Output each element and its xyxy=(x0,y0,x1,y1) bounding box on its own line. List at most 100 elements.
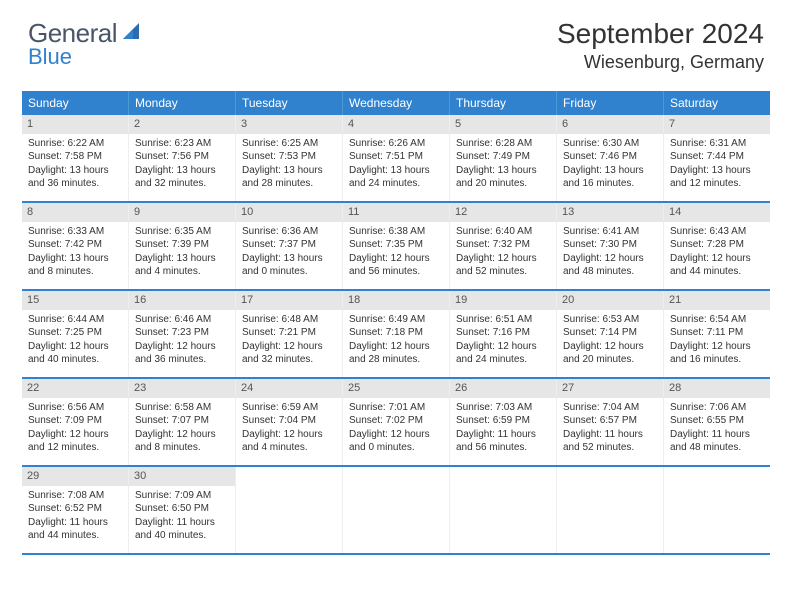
sunrise-text: Sunrise: 6:54 AM xyxy=(670,313,764,327)
daylight-text: Daylight: 11 hours and 40 minutes. xyxy=(135,516,229,543)
calendar-day-cell: 18Sunrise: 6:49 AMSunset: 7:18 PMDayligh… xyxy=(343,291,450,377)
sunset-text: Sunset: 7:18 PM xyxy=(349,326,443,340)
calendar-day-cell: 5Sunrise: 6:28 AMSunset: 7:49 PMDaylight… xyxy=(450,115,557,201)
sunset-text: Sunset: 7:04 PM xyxy=(242,414,336,428)
day-number: 7 xyxy=(664,115,770,134)
day-number: 28 xyxy=(664,379,770,398)
day-number: 10 xyxy=(236,203,342,222)
calendar-body: 1Sunrise: 6:22 AMSunset: 7:58 PMDaylight… xyxy=(22,115,770,555)
sunset-text: Sunset: 7:46 PM xyxy=(563,150,657,164)
calendar-day-cell: 14Sunrise: 6:43 AMSunset: 7:28 PMDayligh… xyxy=(664,203,770,289)
daylight-text: Daylight: 12 hours and 28 minutes. xyxy=(349,340,443,367)
sunset-text: Sunset: 7:35 PM xyxy=(349,238,443,252)
sunrise-text: Sunrise: 6:56 AM xyxy=(28,401,122,415)
calendar-day-cell: 6Sunrise: 6:30 AMSunset: 7:46 PMDaylight… xyxy=(557,115,664,201)
sunset-text: Sunset: 7:21 PM xyxy=(242,326,336,340)
location: Wiesenburg, Germany xyxy=(557,52,764,73)
daylight-text: Daylight: 11 hours and 44 minutes. xyxy=(28,516,122,543)
sunset-text: Sunset: 7:28 PM xyxy=(670,238,764,252)
calendar-week-row: 8Sunrise: 6:33 AMSunset: 7:42 PMDaylight… xyxy=(22,203,770,291)
sunrise-text: Sunrise: 7:04 AM xyxy=(563,401,657,415)
sunrise-text: Sunrise: 7:03 AM xyxy=(456,401,550,415)
sunset-text: Sunset: 7:42 PM xyxy=(28,238,122,252)
sunset-text: Sunset: 6:57 PM xyxy=(563,414,657,428)
day-number: 1 xyxy=(22,115,128,134)
daylight-text: Daylight: 12 hours and 48 minutes. xyxy=(563,252,657,279)
day-number: 16 xyxy=(129,291,235,310)
sunset-text: Sunset: 7:39 PM xyxy=(135,238,229,252)
daylight-text: Daylight: 11 hours and 56 minutes. xyxy=(456,428,550,455)
sunrise-text: Sunrise: 6:22 AM xyxy=(28,137,122,151)
day-number: 17 xyxy=(236,291,342,310)
sunset-text: Sunset: 7:30 PM xyxy=(563,238,657,252)
sunrise-text: Sunrise: 6:23 AM xyxy=(135,137,229,151)
sunset-text: Sunset: 7:11 PM xyxy=(670,326,764,340)
daylight-text: Daylight: 12 hours and 32 minutes. xyxy=(242,340,336,367)
sunset-text: Sunset: 7:25 PM xyxy=(28,326,122,340)
calendar-day-cell: 10Sunrise: 6:36 AMSunset: 7:37 PMDayligh… xyxy=(236,203,343,289)
weekday-header: Tuesday xyxy=(236,91,343,115)
day-number: 23 xyxy=(129,379,235,398)
day-number: 19 xyxy=(450,291,556,310)
sunset-text: Sunset: 7:16 PM xyxy=(456,326,550,340)
daylight-text: Daylight: 11 hours and 48 minutes. xyxy=(670,428,764,455)
calendar-day-cell: 24Sunrise: 6:59 AMSunset: 7:04 PMDayligh… xyxy=(236,379,343,465)
weekday-header: Friday xyxy=(557,91,664,115)
calendar-day-cell: 9Sunrise: 6:35 AMSunset: 7:39 PMDaylight… xyxy=(129,203,236,289)
daylight-text: Daylight: 12 hours and 0 minutes. xyxy=(349,428,443,455)
daylight-text: Daylight: 13 hours and 28 minutes. xyxy=(242,164,336,191)
calendar-day-cell: 27Sunrise: 7:04 AMSunset: 6:57 PMDayligh… xyxy=(557,379,664,465)
day-number: 25 xyxy=(343,379,449,398)
weekday-header: Wednesday xyxy=(343,91,450,115)
daylight-text: Daylight: 13 hours and 36 minutes. xyxy=(28,164,122,191)
day-number: 8 xyxy=(22,203,128,222)
calendar-day-cell: 3Sunrise: 6:25 AMSunset: 7:53 PMDaylight… xyxy=(236,115,343,201)
daylight-text: Daylight: 13 hours and 0 minutes. xyxy=(242,252,336,279)
sunrise-text: Sunrise: 6:46 AM xyxy=(135,313,229,327)
calendar: SundayMondayTuesdayWednesdayThursdayFrid… xyxy=(22,91,770,555)
logo-text-blue: Blue xyxy=(28,44,72,70)
sunrise-text: Sunrise: 6:30 AM xyxy=(563,137,657,151)
sunset-text: Sunset: 6:59 PM xyxy=(456,414,550,428)
calendar-empty-cell xyxy=(343,467,450,553)
calendar-day-cell: 4Sunrise: 6:26 AMSunset: 7:51 PMDaylight… xyxy=(343,115,450,201)
sunrise-text: Sunrise: 6:26 AM xyxy=(349,137,443,151)
day-number: 6 xyxy=(557,115,663,134)
sunrise-text: Sunrise: 6:51 AM xyxy=(456,313,550,327)
calendar-day-cell: 23Sunrise: 6:58 AMSunset: 7:07 PMDayligh… xyxy=(129,379,236,465)
calendar-day-cell: 30Sunrise: 7:09 AMSunset: 6:50 PMDayligh… xyxy=(129,467,236,553)
calendar-day-cell: 21Sunrise: 6:54 AMSunset: 7:11 PMDayligh… xyxy=(664,291,770,377)
sunset-text: Sunset: 7:51 PM xyxy=(349,150,443,164)
calendar-day-cell: 20Sunrise: 6:53 AMSunset: 7:14 PMDayligh… xyxy=(557,291,664,377)
day-number: 11 xyxy=(343,203,449,222)
daylight-text: Daylight: 13 hours and 8 minutes. xyxy=(28,252,122,279)
logo-sail-icon xyxy=(121,21,143,46)
calendar-empty-cell xyxy=(236,467,343,553)
day-number: 9 xyxy=(129,203,235,222)
calendar-week-row: 15Sunrise: 6:44 AMSunset: 7:25 PMDayligh… xyxy=(22,291,770,379)
sunset-text: Sunset: 7:53 PM xyxy=(242,150,336,164)
sunrise-text: Sunrise: 6:41 AM xyxy=(563,225,657,239)
sunrise-text: Sunrise: 6:44 AM xyxy=(28,313,122,327)
daylight-text: Daylight: 13 hours and 32 minutes. xyxy=(135,164,229,191)
day-number: 24 xyxy=(236,379,342,398)
sunset-text: Sunset: 6:52 PM xyxy=(28,502,122,516)
sunset-text: Sunset: 7:37 PM xyxy=(242,238,336,252)
sunrise-text: Sunrise: 6:59 AM xyxy=(242,401,336,415)
weekday-header: Monday xyxy=(129,91,236,115)
sunset-text: Sunset: 7:23 PM xyxy=(135,326,229,340)
day-number: 29 xyxy=(22,467,128,486)
sunrise-text: Sunrise: 6:31 AM xyxy=(670,137,764,151)
header: General September 2024 Wiesenburg, Germa… xyxy=(0,0,792,83)
day-number: 18 xyxy=(343,291,449,310)
sunrise-text: Sunrise: 6:58 AM xyxy=(135,401,229,415)
weekday-header: Sunday xyxy=(22,91,129,115)
calendar-day-cell: 12Sunrise: 6:40 AMSunset: 7:32 PMDayligh… xyxy=(450,203,557,289)
sunrise-text: Sunrise: 7:06 AM xyxy=(670,401,764,415)
sunset-text: Sunset: 7:14 PM xyxy=(563,326,657,340)
month-title: September 2024 xyxy=(557,18,764,50)
calendar-week-row: 1Sunrise: 6:22 AMSunset: 7:58 PMDaylight… xyxy=(22,115,770,203)
calendar-week-row: 29Sunrise: 7:08 AMSunset: 6:52 PMDayligh… xyxy=(22,467,770,555)
daylight-text: Daylight: 12 hours and 12 minutes. xyxy=(28,428,122,455)
sunset-text: Sunset: 7:49 PM xyxy=(456,150,550,164)
